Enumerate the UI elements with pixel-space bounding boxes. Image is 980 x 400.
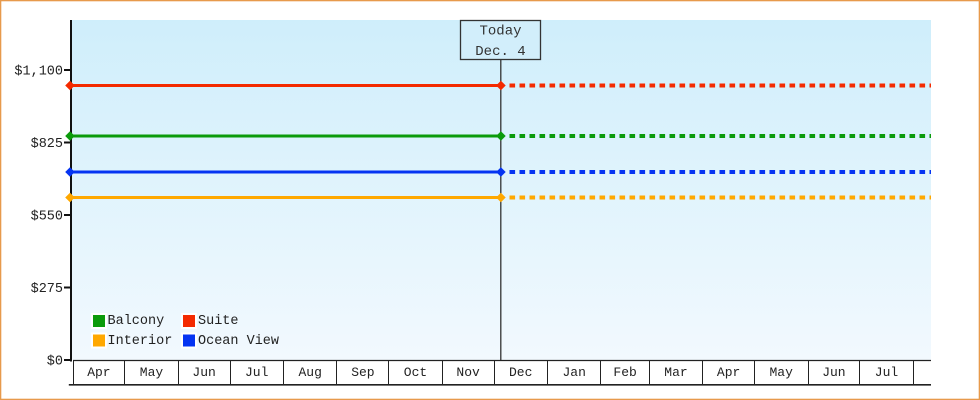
svg-text:$550: $550 [31,210,63,225]
svg-text:Balcony: Balcony [108,314,165,329]
svg-text:May: May [140,365,164,380]
svg-text:Today: Today [479,24,521,40]
svg-text:Nov: Nov [456,365,480,380]
svg-text:Oct: Oct [404,365,427,380]
svg-text:$825: $825 [31,137,63,152]
svg-text:Jul: Jul [245,365,269,380]
svg-text:May: May [769,365,793,380]
svg-text:Feb: Feb [613,365,636,380]
svg-text:$0: $0 [47,355,63,370]
svg-text:Jul: Jul [875,365,899,380]
svg-text:Jun: Jun [192,365,215,380]
svg-text:Suite: Suite [198,314,239,329]
svg-text:Aug: Aug [298,365,321,380]
svg-text:Apr: Apr [717,365,740,380]
svg-text:Dec. 4: Dec. 4 [475,44,525,60]
svg-text:Jun: Jun [822,365,845,380]
svg-text:Sep: Sep [351,365,374,380]
svg-text:$275: $275 [31,282,63,297]
svg-text:$1,100: $1,100 [14,65,63,80]
svg-text:Apr: Apr [87,365,110,380]
svg-text:Dec: Dec [509,365,532,380]
svg-text:Jan: Jan [562,365,585,380]
svg-text:Mar: Mar [664,365,687,380]
svg-text:Interior: Interior [108,334,173,349]
svg-text:Ocean View: Ocean View [198,334,279,349]
